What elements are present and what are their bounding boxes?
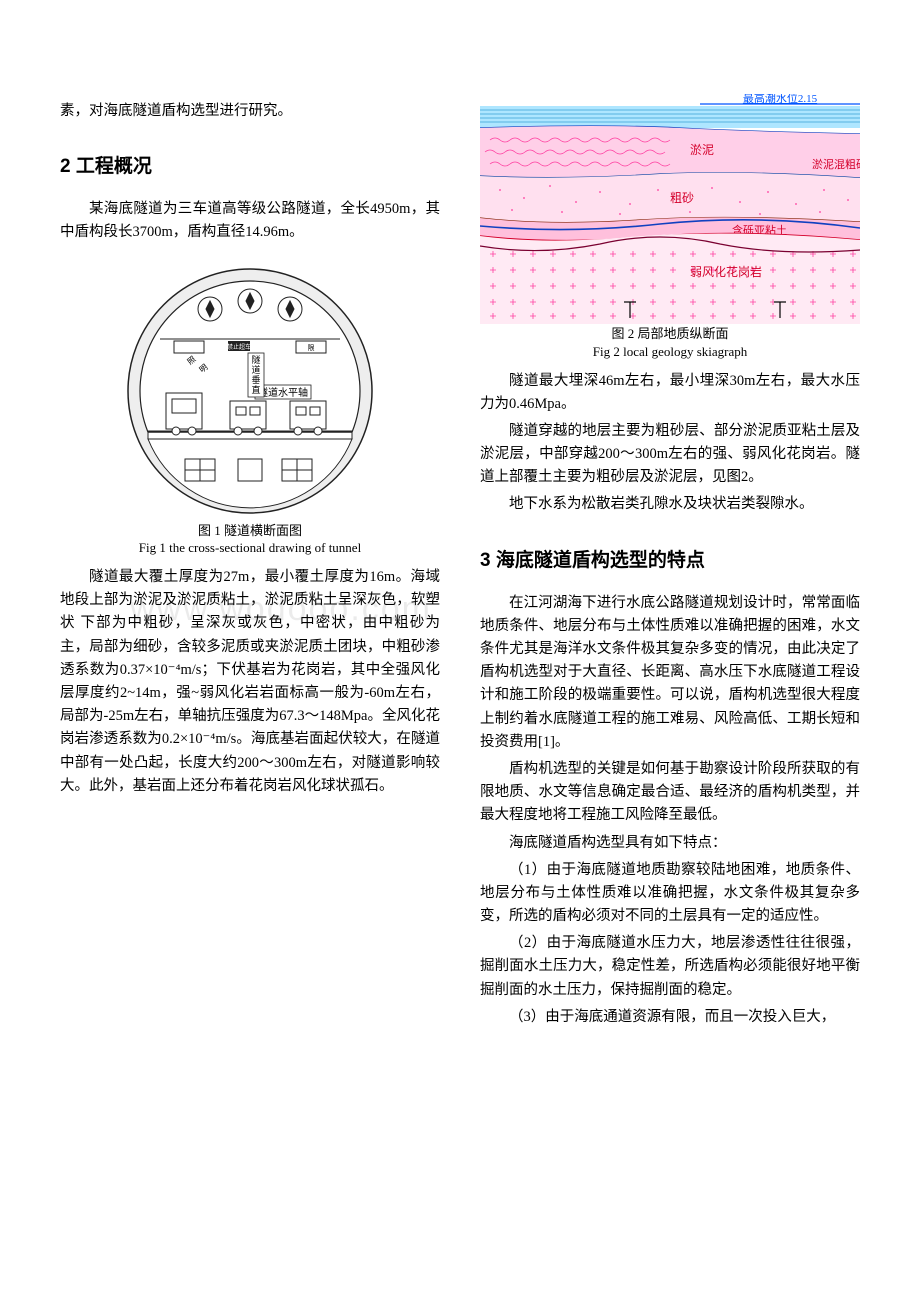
figure-2: 最高潮水位2.15 淤泥 <box>480 94 860 360</box>
right-para-3: 地下水系为松散岩类孔隙水及块状岩类裂隙水。 <box>480 493 860 516</box>
svg-text:淤泥: 淤泥 <box>690 143 714 157</box>
svg-text:限: 限 <box>308 343 315 352</box>
right-para-1: 隧道最大埋深46m左右，最小埋深30m左右，最大水压力为0.46Mpa。 <box>480 370 860 416</box>
svg-text:粗砂: 粗砂 <box>670 191 694 205</box>
svg-text:道: 道 <box>251 364 260 375</box>
svg-text:隧: 隧 <box>251 354 260 365</box>
right-para-2: 隧道穿越的地层主要为粗砂层、部分淤泥质亚粘土层及淤泥层，中部穿越200～300m… <box>480 420 860 490</box>
svg-text:最高潮水位2.15: 最高潮水位2.15 <box>743 94 818 105</box>
right-column: 最高潮水位2.15 淤泥 <box>480 100 860 1262</box>
right-para-5: 盾构机选型的关键是如何基于勘察设计阶段所获取的有限地质、水文等信息确定最合适、最… <box>480 758 860 828</box>
figure-2-caption-cn: 图 2 局部地质纵断面 <box>611 324 728 344</box>
right-para-4: 在江河湖海下进行水底公路隧道规划设计时，常常面临地质条件、地层分布与土体性质难以… <box>480 592 860 754</box>
left-para-2: 隧道最大覆土厚度为27m，最小覆土厚度为16m。海域地段上部为淤泥及淤泥质粘土，… <box>60 566 440 798</box>
right-para-9: （3）由于海底通道资源有限，而且一次投入巨大， <box>480 1006 860 1029</box>
figure-1-caption-en: Fig 1 the cross-sectional drawing of tun… <box>139 540 361 556</box>
figure-2-caption-en: Fig 2 local geology skiagraph <box>593 344 748 360</box>
figure-1: 禁止超车 限 隧道水平轴 隧 道 垂 直 照 明 图 1 隧道横断面图 Fig … <box>60 261 440 557</box>
tunnel-cross-section-svg: 禁止超车 限 隧道水平轴 隧 道 垂 直 照 明 <box>120 261 380 521</box>
svg-text:直: 直 <box>251 384 260 395</box>
section-3-heading: 3 海底隧道盾构选型的特点 <box>480 545 860 572</box>
svg-text:淤泥混粗砂: 淤泥混粗砂 <box>812 158 860 171</box>
svg-text:禁止超车: 禁止超车 <box>227 343 251 351</box>
geology-section-svg: 最高潮水位2.15 淤泥 <box>480 94 860 324</box>
right-para-7: （1）由于海底隧道地质勘察较陆地困难，地质条件、地层分布与土体性质难以准确把握，… <box>480 859 860 929</box>
left-column: 素，对海底隧道盾构选型进行研究。 2 工程概况 某海底隧道为三车道高等级公路隧道… <box>60 100 440 1262</box>
right-para-8: （2）由于海底隧道水压力大，地层渗透性往往很强，掘削面水土压力大，稳定性差，所选… <box>480 932 860 1002</box>
svg-text:隧道水平轴: 隧道水平轴 <box>258 386 308 399</box>
svg-text:垂: 垂 <box>251 374 260 385</box>
left-para-1: 某海底隧道为三车道高等级公路隧道，全长4950m，其中盾构段长3700m，盾构直… <box>60 198 440 244</box>
left-continuation-para: 素，对海底隧道盾构选型进行研究。 <box>60 100 440 123</box>
section-2-heading: 2 工程概况 <box>60 151 440 178</box>
svg-text:弱风化花岗岩: 弱风化花岗岩 <box>690 264 762 279</box>
figure-1-caption-cn: 图 1 隧道横断面图 <box>198 521 302 541</box>
right-para-6: 海底隧道盾构选型具有如下特点： <box>480 832 860 855</box>
two-column-layout: 素，对海底隧道盾构选型进行研究。 2 工程概况 某海底隧道为三车道高等级公路隧道… <box>60 100 860 1262</box>
